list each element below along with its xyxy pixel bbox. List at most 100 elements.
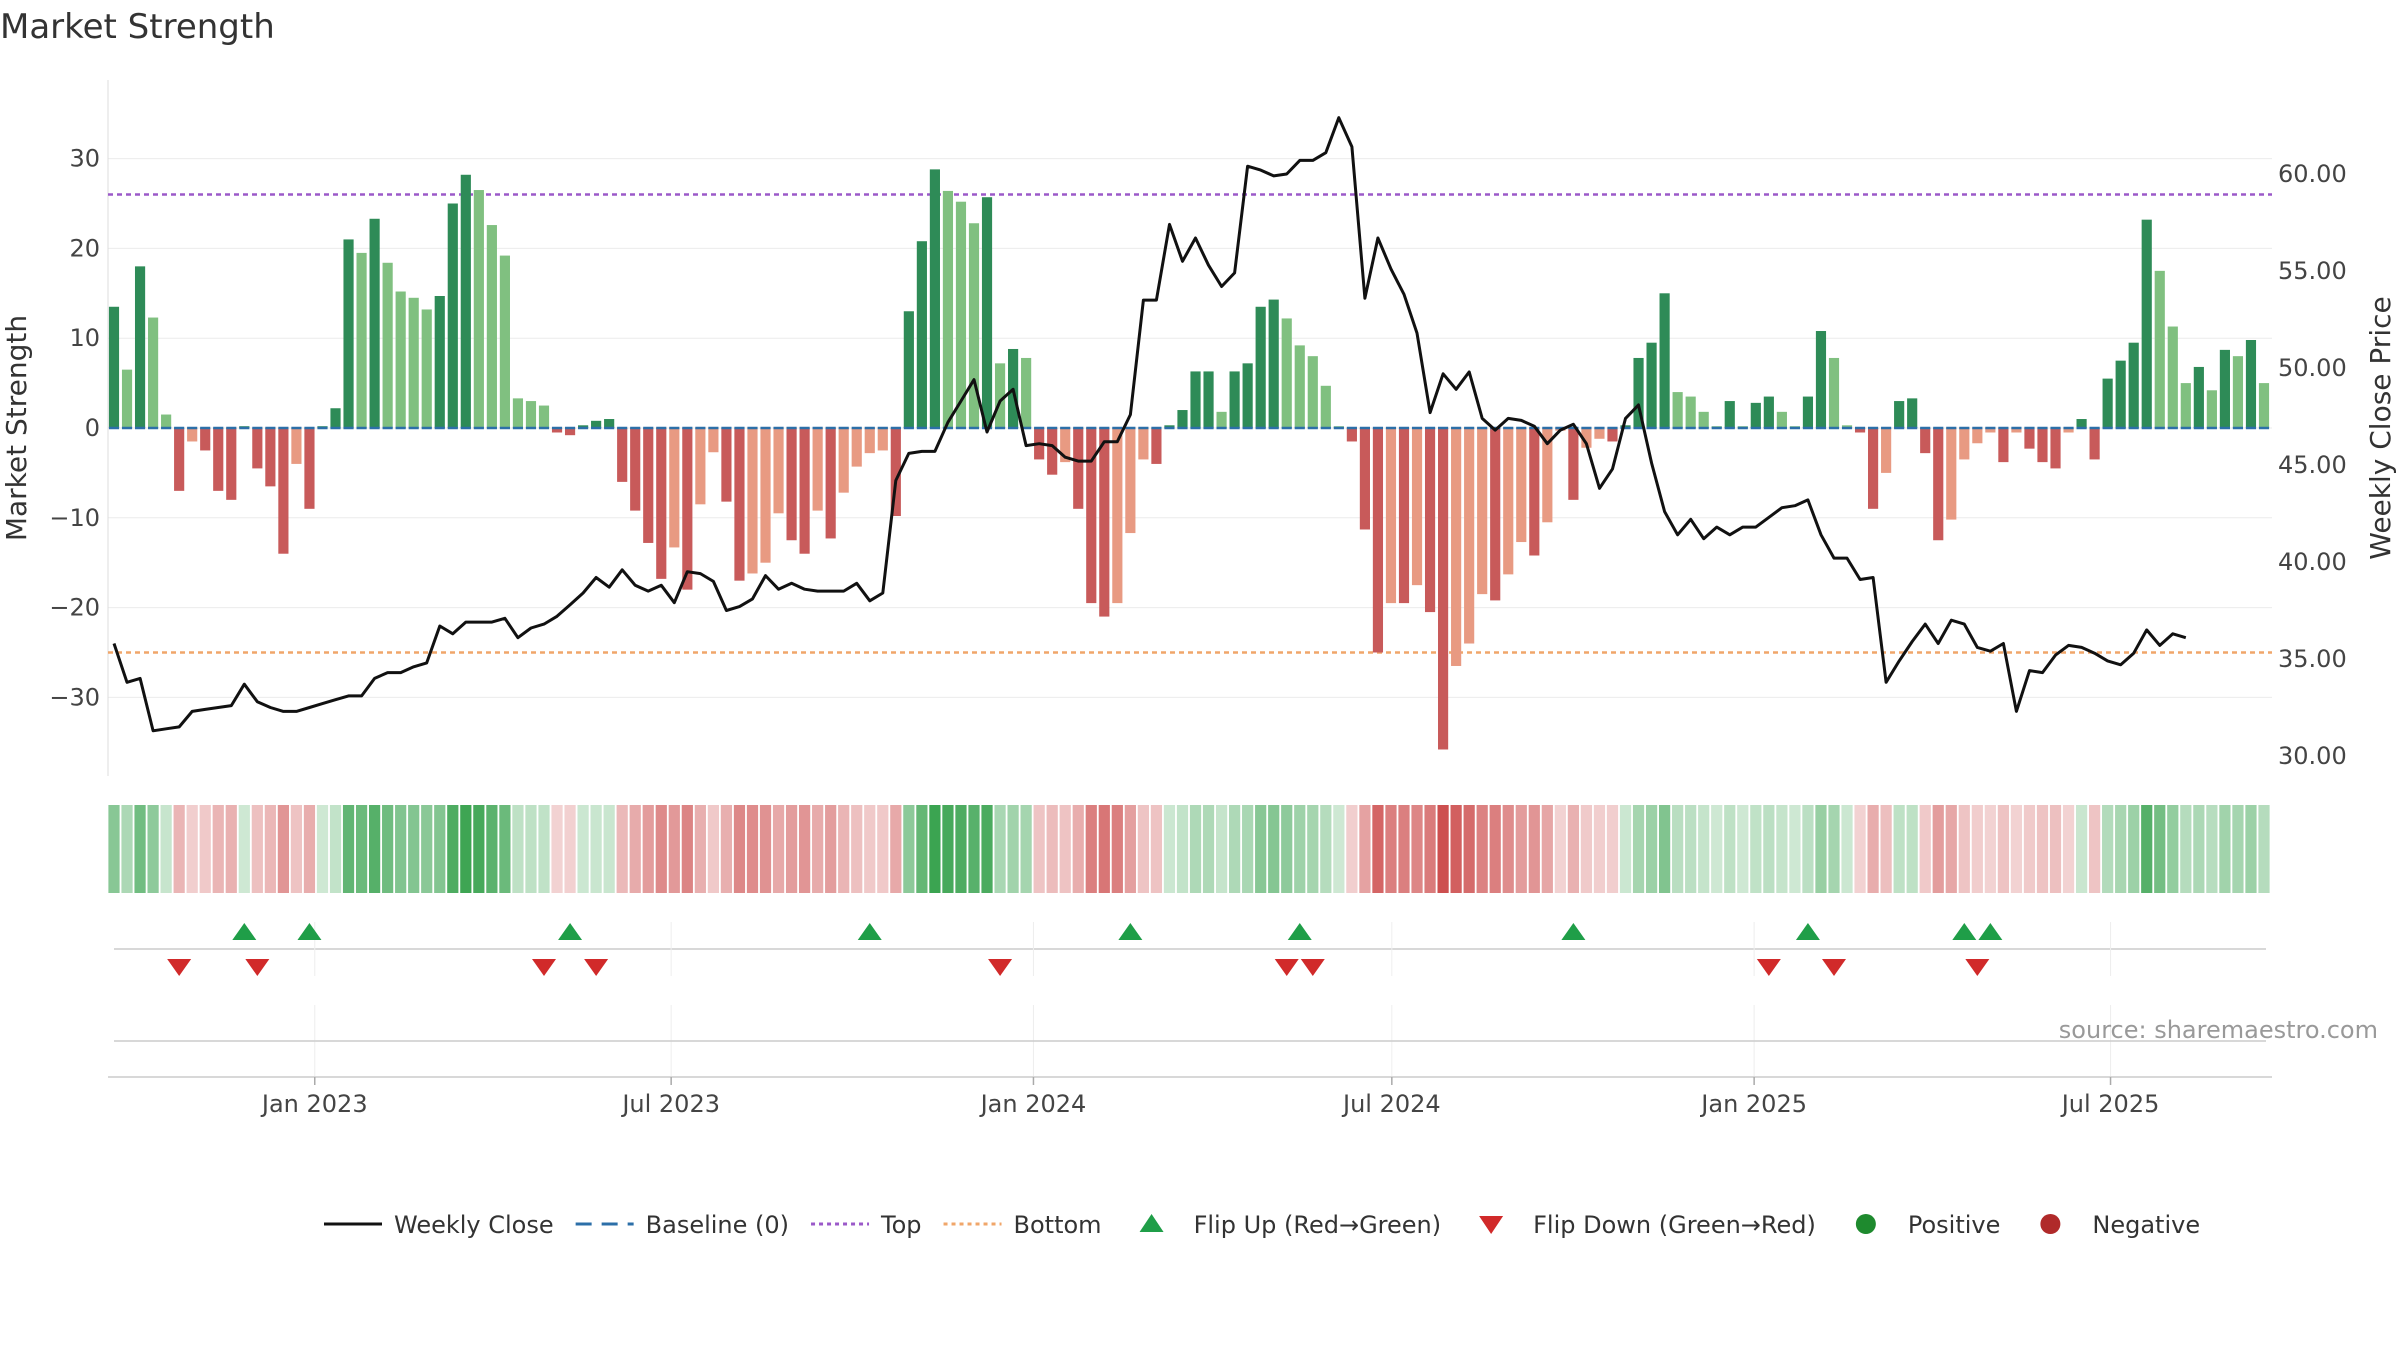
legend-item: Bottom (943, 1211, 1102, 1239)
strip-cell (277, 805, 289, 893)
y-tick-label: 30 (69, 145, 100, 173)
strength-bar (1385, 428, 1397, 604)
strip-cell (1776, 805, 1788, 893)
strength-bar (747, 428, 758, 574)
close-line-group (112, 116, 2187, 733)
strength-bar (2232, 356, 2244, 428)
strip-cell (1398, 805, 1410, 893)
strength-bar (2115, 360, 2126, 428)
strength-bar (121, 369, 133, 428)
strength-bar (434, 295, 445, 428)
strength-bar (916, 241, 927, 428)
legend-item: Negative (2040, 1211, 2200, 1239)
strength-bar (395, 291, 406, 428)
strip-cell (2089, 805, 2101, 893)
strength-bar (578, 425, 589, 428)
strip-cell (1750, 805, 1762, 893)
strip-cell (1372, 805, 1384, 893)
y2-axis-label: Weekly Close Price (2364, 296, 2397, 559)
strength-bar (864, 428, 875, 454)
strip-cell (564, 805, 576, 893)
strip-cell (1880, 805, 1892, 893)
strength-bar (291, 428, 302, 464)
legend-swatch (1479, 1216, 1504, 1234)
strip-cell (1463, 805, 1475, 893)
strength-bar (968, 223, 980, 428)
strip-cell (355, 805, 368, 893)
strip-cell (2115, 805, 2127, 893)
strength-bar (356, 252, 367, 428)
strip-cell (590, 805, 602, 893)
strip-cell (1137, 805, 1149, 893)
strip-cell (1724, 805, 1736, 893)
strength-bar (851, 428, 862, 467)
strip-cell (382, 805, 394, 893)
strength-bar (1073, 428, 1084, 509)
strength-bar (1294, 345, 1305, 428)
strip-cell (1189, 805, 1202, 893)
strength-bar (2063, 428, 2074, 433)
strength-bar (1438, 428, 1449, 750)
strip-cell (1072, 805, 1084, 893)
flip-down-marker (1756, 959, 1781, 976)
strength-bar (1229, 371, 1240, 428)
strength-bar (942, 190, 954, 428)
strength-bar (643, 428, 654, 543)
y-tick-label: −20 (49, 594, 100, 622)
strength-bar (1242, 363, 1253, 428)
strength-bar (1659, 293, 1670, 428)
flip-up-marker (232, 923, 257, 940)
strength-bar (1255, 306, 1266, 428)
strength-bar (1060, 428, 1071, 463)
strength-bar (1464, 428, 1475, 644)
x-tick-label: Jan 2024 (979, 1090, 1087, 1118)
flip-down-marker (245, 959, 270, 976)
strength-bar (669, 428, 680, 548)
strip-cell (942, 805, 954, 893)
strength-bar (421, 309, 432, 428)
strip-cell (1098, 805, 1110, 893)
strip-cell (1320, 805, 1332, 893)
strip-cell (264, 805, 276, 893)
strip-cell (1997, 805, 2009, 893)
legend-item: Top (811, 1211, 922, 1239)
strength-bar (1698, 411, 1709, 428)
strength-color-strip (108, 805, 2270, 893)
strength-bar (1411, 428, 1423, 586)
strength-bar (929, 169, 940, 428)
strip-cell (1176, 805, 1189, 893)
strip-cell (655, 805, 667, 893)
strength-bar (512, 398, 524, 428)
strength-bar (981, 197, 993, 428)
flip-up-marker (1118, 923, 1143, 940)
strip-cell (877, 805, 889, 893)
y2-tick-label: 45.00 (2278, 451, 2347, 479)
strength-bar (1086, 428, 1097, 604)
strip-cell (1698, 805, 1710, 893)
strip-cell (733, 805, 746, 893)
strength-bar (1320, 385, 1331, 428)
y-axis-label: Market Strength (0, 315, 33, 541)
legend-label: Flip Up (Red→Green) (1194, 1211, 1442, 1239)
strength-bar (799, 428, 810, 554)
strip-cell (1606, 805, 1619, 893)
strength-bar (1972, 428, 1983, 444)
legend-swatch (1139, 1214, 1164, 1232)
strip-cell (1046, 805, 1058, 893)
strength-bar (1802, 396, 1814, 428)
strength-bar (1828, 357, 1840, 428)
y-tick-label: 20 (69, 234, 100, 262)
flip-up-marker (558, 923, 583, 940)
x-tick-label: Jul 2024 (1341, 1090, 1441, 1118)
strength-bar (1763, 396, 1774, 428)
strength-bar (304, 428, 315, 509)
strip-cell (2219, 805, 2231, 893)
strip-cell (1789, 805, 1801, 893)
strength-bar (2102, 378, 2113, 428)
strength-bar (630, 428, 641, 511)
strip-cell (460, 805, 472, 893)
left-axis: −30 −20 −10 0 10 20 30 (49, 145, 100, 712)
strip-cell (173, 805, 185, 893)
legend-item: Weekly Close (324, 1211, 554, 1239)
strength-bar (1933, 428, 1944, 541)
